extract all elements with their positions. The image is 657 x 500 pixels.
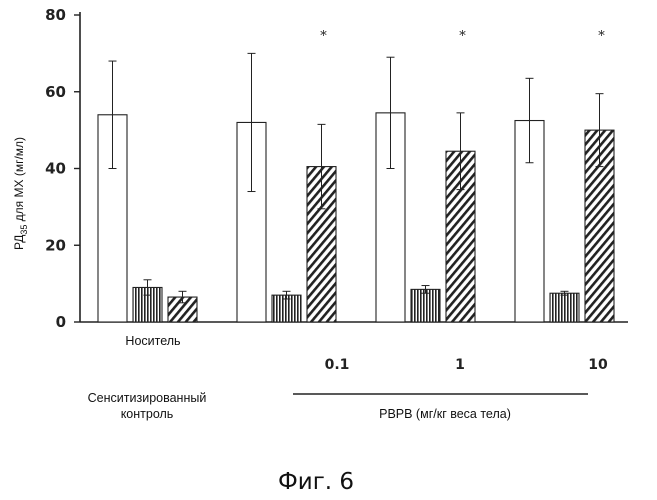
y-axis-label-sub: 35 (19, 225, 29, 235)
sensitized-control-line1: Сенситизированный (88, 391, 207, 405)
y-tick-label: 80 (45, 6, 66, 24)
y-axis-label-rest: для МХ (мг/мл) (12, 137, 26, 225)
y-axis-label: РД35 для МХ (мг/мл) (12, 137, 29, 250)
y-ticks: 0 20 40 60 80 (45, 6, 80, 331)
y-tick-label: 60 (45, 83, 66, 101)
dose-label-10: 10 (588, 357, 608, 373)
dose-label-0-1: 0.1 (325, 357, 350, 373)
bar-vertical (411, 289, 440, 322)
y-tick-label: 20 (45, 236, 66, 254)
group-label-vehicle: Носитель (125, 334, 180, 348)
y-tick-label: 40 (45, 160, 66, 178)
significance-star: * (598, 29, 605, 44)
figure-caption: Фиг. 6 (278, 469, 354, 495)
bars-layer: * * * (98, 29, 614, 322)
y-axis-label-main: РД (12, 235, 26, 250)
bar-vertical (550, 293, 579, 322)
significance-star: * (320, 29, 327, 44)
pbpb-dose-label: PBPB (мг/кг веса тела) (379, 407, 511, 421)
y-tick-label: 0 (56, 313, 66, 331)
dose-label-1: 1 (455, 357, 465, 373)
significance-star: * (459, 29, 466, 44)
sensitized-control-line2: контроль (121, 407, 174, 421)
